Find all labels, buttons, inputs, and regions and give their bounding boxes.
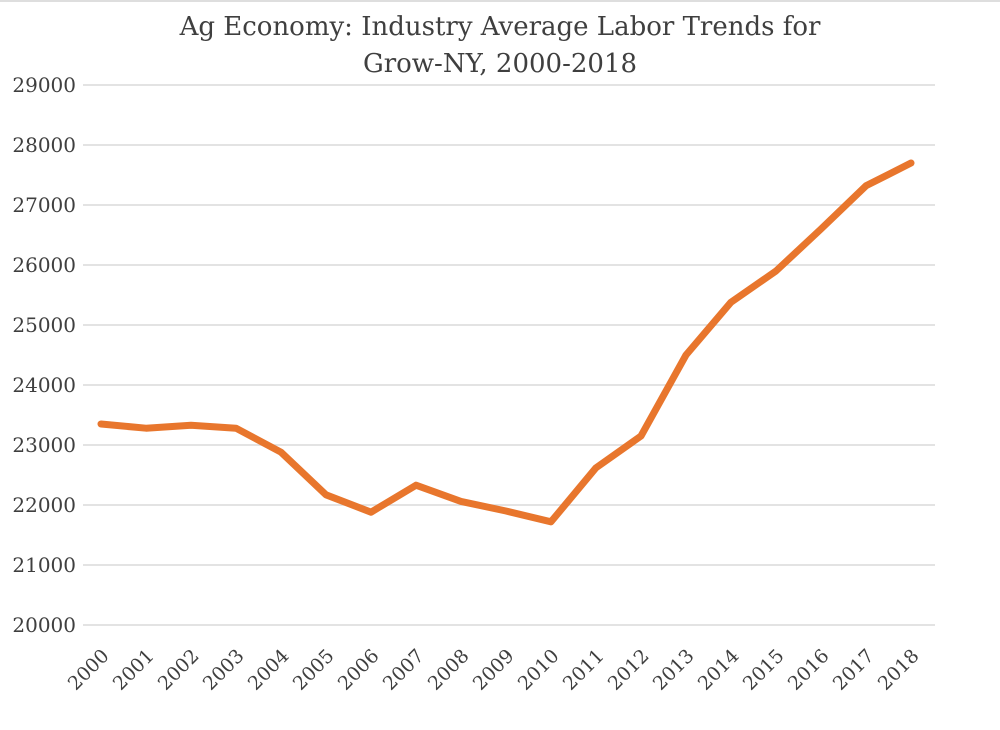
chart-title: Ag Economy: Industry Average Labor Trend… [0, 9, 1000, 83]
y-tick-label: 25000 [12, 313, 76, 337]
x-tick-label: 2016 [784, 645, 834, 695]
x-tick-label: 2005 [289, 645, 339, 695]
x-tick-label: 2002 [154, 645, 204, 695]
y-tick-label: 21000 [12, 553, 76, 577]
y-tick-label: 22000 [12, 493, 76, 517]
y-tick-label: 20000 [12, 613, 76, 637]
chart-title-line2: Grow-NY, 2000-2018 [362, 49, 638, 79]
x-tick-label: 2004 [244, 645, 294, 695]
x-tick-label: 2009 [469, 645, 519, 695]
x-tick-label: 2018 [874, 645, 924, 695]
y-tick-label: 23000 [12, 433, 76, 457]
y-tick-label: 26000 [12, 253, 76, 277]
y-tick-label: 27000 [12, 193, 76, 217]
x-tick-label: 2010 [514, 645, 564, 695]
x-tick-label: 2001 [109, 645, 159, 695]
x-tick-label: 2013 [649, 645, 699, 695]
x-tick-label: 2015 [739, 645, 789, 695]
x-tick-label: 2014 [694, 645, 744, 695]
x-tick-label: 2006 [334, 645, 384, 695]
x-tick-label: 2000 [64, 645, 114, 695]
y-tick-label: 28000 [12, 133, 76, 157]
x-tick-label: 2011 [559, 645, 609, 695]
y-tick-label: 24000 [12, 373, 76, 397]
chart-title-line1: Ag Economy: Industry Average Labor Trend… [179, 12, 821, 42]
x-tick-label: 2012 [604, 645, 654, 695]
x-tick-label: 2008 [424, 645, 474, 695]
y-tick-label: 29000 [12, 73, 76, 97]
data-line-industry-average-labor [97, 159, 915, 526]
x-tick-label: 2007 [379, 645, 429, 695]
x-tick-label: 2017 [829, 645, 879, 695]
x-tick-label: 2003 [199, 645, 249, 695]
window-top-border [0, 0, 1000, 2]
